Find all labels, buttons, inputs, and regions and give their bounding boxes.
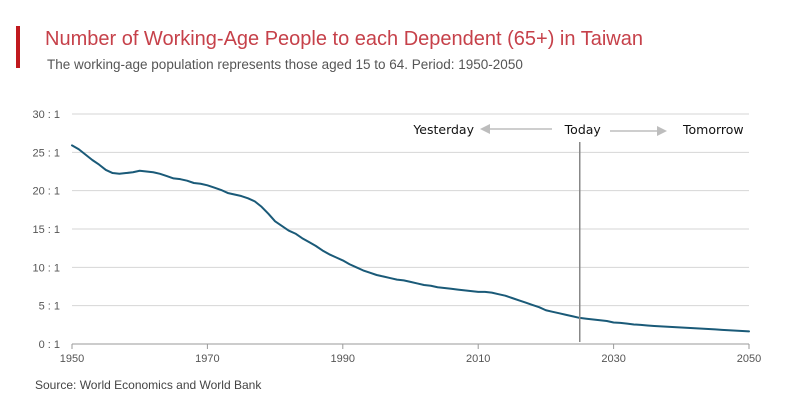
y-tick-label: 15 : 1 [32,224,60,236]
series-layer [71,144,750,333]
x-tick-label: 1970 [195,353,219,365]
y-tick-label: 0 : 1 [39,339,60,351]
source-note: Source: World Economics and World Bank [35,378,262,392]
y-axis: 0 : 1 5 : 1 10 : 1 15 : 1 20 : 1 25 : 1 30 : 1 [32,109,60,351]
yesterday-label: Yesterday [412,122,474,137]
y-tick-label: 20 : 1 [32,186,60,198]
chart-subtitle: The working-age population represents th… [47,57,523,72]
title-accent-bar [16,26,20,68]
x-tick-label: 1990 [331,353,355,365]
time-annotations: Yesterday Today Tomorrow [412,122,744,342]
y-tick-label: 25 : 1 [32,147,60,159]
gridlines [72,113,749,345]
y-tick-label: 10 : 1 [32,262,60,274]
y-tick-label: 30 : 1 [32,109,60,121]
x-tick-label: 2030 [601,353,625,365]
chart-title: Number of Working-Age People to each Dep… [45,28,643,50]
x-tick-label: 2010 [466,353,490,365]
x-axis: 1950 1970 1990 2010 2030 2050 [60,344,761,365]
today-label: Today [564,122,602,137]
series-line-0 [71,144,750,333]
tomorrow-label: Tomorrow [682,122,744,137]
y-tick-label: 5 : 1 [39,301,60,313]
x-tick-label: 2050 [737,353,761,365]
x-tick-label: 1950 [60,353,84,365]
